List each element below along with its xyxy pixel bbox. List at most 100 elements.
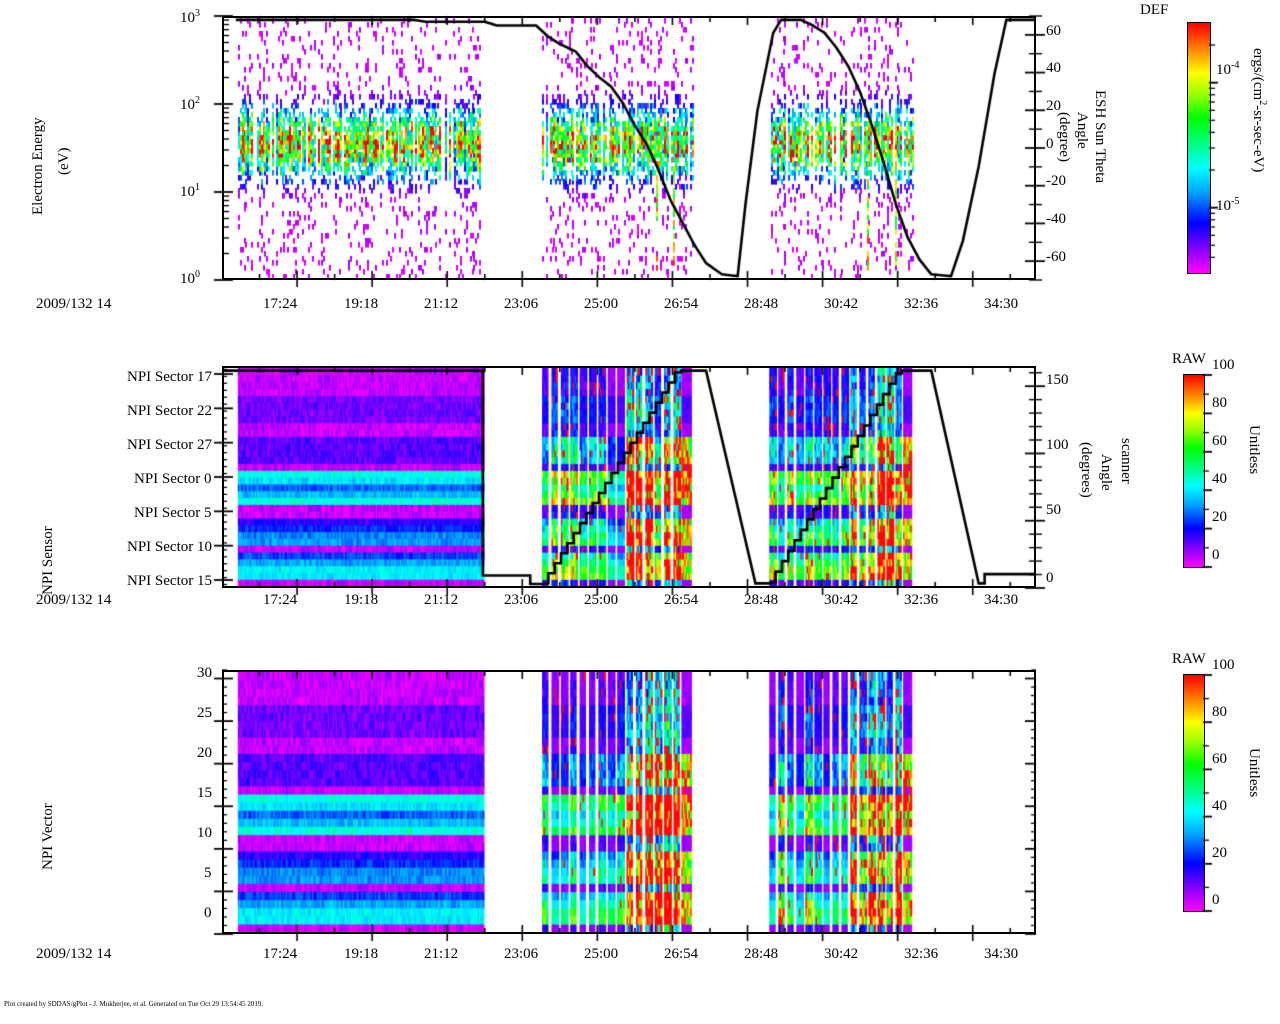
panel2-xtick-8: 32:36 [904, 592, 939, 608]
panel1-ylabel: Electron Energy [30, 117, 46, 215]
panel3-ytick-1: 25 [197, 705, 212, 721]
panel2-cbtick-0: 100 [1212, 357, 1235, 373]
panel1-xtick-5: 26:54 [664, 296, 699, 312]
panel1-rtick-0: 0 [1046, 136, 1054, 152]
panel1-ytick-1: 100 [180, 269, 200, 287]
panel-electron-energy: Electron Energy (eV) 103 102 101 100 60 … [0, 0, 1280, 330]
panel1-right-axis-title-2: Angle [1074, 112, 1090, 149]
panel3-ylabel: NPI Vector [40, 803, 56, 870]
panel1-colorbar-unit: ergs/(cm2-sr-sec-eV) [1250, 48, 1268, 173]
panel2-ytick-0: NPI Sector 17 [127, 369, 212, 385]
panel3-xtick-1: 19:18 [344, 946, 379, 962]
panel2-plot-frame [222, 366, 1036, 588]
panel3-ytick-0: 30 [197, 665, 212, 681]
panel1-cbtick-1e-5: 10-5 [1216, 196, 1240, 214]
panel3-xtick-9: 34:30 [984, 946, 1019, 962]
panel2-ytick-4: NPI Sector 5 [134, 505, 212, 521]
panel2-xtick-7: 30:42 [824, 592, 859, 608]
panel2-date-label: 2009/132 14 [36, 592, 112, 608]
panel2-xtick-0: 17:24 [263, 592, 298, 608]
panel2-cbtick-2: 60 [1212, 433, 1227, 449]
panel1-cbtick-1e-4: 10-4 [1216, 60, 1240, 78]
panel3-spectrogram [224, 672, 1034, 932]
panel3-ytick-2: 20 [197, 745, 212, 761]
panel2-right-axis-title-2: Angle [1098, 454, 1114, 491]
panel2-right-axis-title-1: scanner [1118, 438, 1134, 484]
panel1-yunits: (eV) [56, 147, 72, 175]
panel1-rtick-m40: -40 [1046, 211, 1066, 227]
panel3-ytick-6: 0 [204, 905, 212, 921]
panel1-xtick-9: 34:30 [984, 296, 1019, 312]
panel1-xtick-2: 21:12 [424, 296, 459, 312]
panel2-ytick-1: NPI Sector 22 [127, 403, 212, 419]
panel1-right-axis-title-3: (degree) [1056, 112, 1072, 162]
panel2-xtick-3: 23:06 [504, 592, 539, 608]
panel1-xtick-6: 28:48 [744, 296, 779, 312]
panel2-xtick-1: 19:18 [344, 592, 379, 608]
panel1-ytick-1000: 103 [180, 8, 200, 26]
panel1-xtick-4: 25:00 [584, 296, 619, 312]
panel1-xtick-0: 17:24 [263, 296, 298, 312]
panel2-colorbar [1183, 374, 1205, 568]
panel2-ytick-3: NPI Sector 0 [134, 471, 212, 487]
panel3-cbtick-2: 60 [1212, 751, 1227, 767]
panel2-ytick-6: NPI Sector 15 [127, 573, 212, 589]
panel2-xtick-4: 25:00 [584, 592, 619, 608]
panel2-rtick-50: 50 [1046, 502, 1061, 518]
panel1-rtick-m60: -60 [1046, 249, 1066, 265]
panel2-right-axis-title-3: (degrees) [1078, 442, 1094, 498]
panel2-cbtick-3: 40 [1212, 471, 1227, 487]
panel2-rtick-150: 150 [1046, 372, 1069, 388]
panel2-cbtick-5: 0 [1212, 547, 1220, 563]
panel1-colorbar-title: DEF [1140, 2, 1169, 18]
panel1-right-axis-title-1: ESH Sun Theta [1092, 90, 1108, 184]
panel2-ytick-5: NPI Sector 10 [127, 539, 212, 555]
panel-npi-vector: NPI Vector 30 25 20 15 10 5 0 RAW 100 80… [0, 630, 1280, 970]
panel3-ytick-4: 10 [197, 825, 212, 841]
panel3-xtick-5: 26:54 [664, 946, 699, 962]
panel2-xtick-9: 34:30 [984, 592, 1019, 608]
panel2-rtick-100: 100 [1046, 437, 1069, 453]
panel3-plot-frame [222, 670, 1036, 934]
panel3-xtick-6: 28:48 [744, 946, 779, 962]
panel1-date-label: 2009/132 14 [36, 296, 112, 312]
panel2-rtick-0: 0 [1046, 570, 1054, 586]
panel1-xtick-8: 32:36 [904, 296, 939, 312]
panel1-xtick-7: 30:42 [824, 296, 859, 312]
panel2-xtick-2: 21:12 [424, 592, 459, 608]
panel3-xtick-3: 23:06 [504, 946, 539, 962]
panel3-xtick-7: 30:42 [824, 946, 859, 962]
panel2-colorbar-unit: Unitless [1246, 425, 1262, 475]
panel1-plot-frame [222, 16, 1036, 280]
panel2-ylabel: NPI Sensor [40, 526, 56, 595]
panel3-colorbar-title: RAW [1172, 651, 1206, 667]
panel1-rtick-40: 40 [1046, 60, 1061, 76]
panel3-cbtick-5: 0 [1212, 892, 1220, 908]
panel1-ytick-100: 102 [180, 95, 200, 113]
panel1-rtick-m20: -20 [1046, 173, 1066, 189]
panel3-xtick-2: 21:12 [424, 946, 459, 962]
panel3-cbtick-3: 40 [1212, 798, 1227, 814]
panel3-xtick-0: 17:24 [263, 946, 298, 962]
panel1-ytick-10: 101 [180, 182, 200, 200]
panel3-cbtick-4: 20 [1212, 845, 1227, 861]
panel3-date-label: 2009/132 14 [36, 946, 112, 962]
panel3-xtick-4: 25:00 [584, 946, 619, 962]
panel3-cbtick-0: 100 [1212, 657, 1235, 673]
panel1-xtick-3: 23:06 [504, 296, 539, 312]
panel3-xtick-8: 32:36 [904, 946, 939, 962]
panel2-colorbar-title: RAW [1172, 351, 1206, 367]
panel-npi-sensor: NPI Sensor NPI Sector 17 NPI Sector 22 N… [0, 330, 1280, 630]
figure-footer: Plot created by SDDAS/gPlot - J. Mukherj… [4, 1000, 264, 1008]
panel3-ytick-5: 5 [204, 865, 212, 881]
panel3-colorbar-unit: Unitless [1246, 748, 1262, 798]
panel1-theta-line [224, 18, 1034, 278]
panel3-ytick-3: 15 [197, 785, 212, 801]
panel2-xtick-5: 26:54 [664, 592, 699, 608]
panel3-colorbar [1183, 674, 1205, 912]
panel1-rtick-60: 60 [1046, 23, 1061, 39]
panel1-colorbar [1187, 22, 1211, 274]
panel2-cbtick-4: 20 [1212, 509, 1227, 525]
panel2-cbtick-1: 80 [1212, 395, 1227, 411]
panel3-cbtick-1: 80 [1212, 704, 1227, 720]
